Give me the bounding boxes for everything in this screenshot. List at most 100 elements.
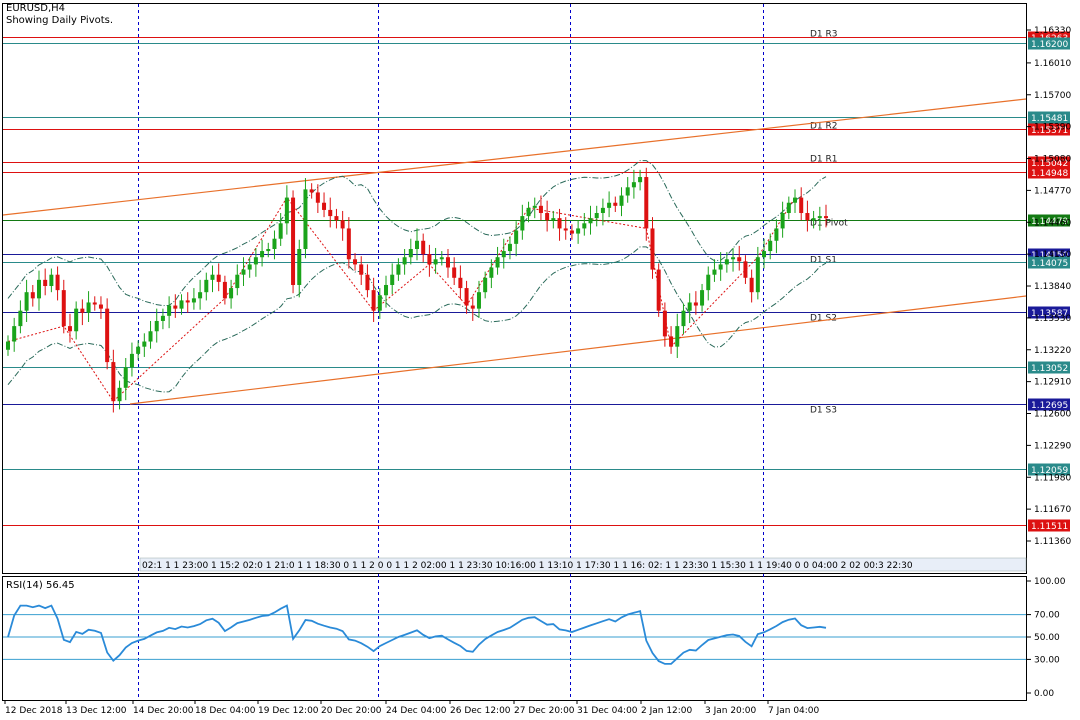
trend-channel <box>2 98 1027 405</box>
price-axis: 1.16330 1.16010 1.15700 1.15390 1.15080 1.147… <box>1027 26 1071 547</box>
candle-body <box>607 202 612 208</box>
candle-body <box>253 257 258 265</box>
candle-body <box>427 254 432 265</box>
candle-body <box>557 218 562 229</box>
candle-body <box>278 223 283 239</box>
candle-body <box>805 213 810 221</box>
candle-body <box>43 279 48 287</box>
candle-body <box>824 216 828 219</box>
candle-body <box>123 367 128 388</box>
candle-body <box>309 189 314 193</box>
candle-body <box>749 277 754 293</box>
period-separators <box>138 4 764 700</box>
candle-body <box>359 264 364 275</box>
candle-body <box>551 218 556 221</box>
level-label: D1 S2 <box>810 314 837 324</box>
candle-body <box>638 177 643 183</box>
candle-body <box>222 281 227 299</box>
candle-body <box>353 259 358 265</box>
price-tick-label: 1.15080 <box>1034 155 1071 165</box>
time-tick-label: 2 Jan 12:00 <box>641 706 693 716</box>
candle-body <box>514 230 519 244</box>
candle-body <box>433 259 438 265</box>
level-price: 1.15371 <box>1031 126 1068 136</box>
candle-body <box>576 228 581 234</box>
candle-body <box>105 308 110 363</box>
rsi-label: RSI(14) 56.45 <box>6 580 75 591</box>
candle-body <box>67 326 72 332</box>
price-tick-label: 1.13840 <box>1034 282 1071 292</box>
level-label: D1 R1 <box>810 155 838 165</box>
candle-body <box>384 284 389 296</box>
candle-body <box>80 308 85 313</box>
candle-body <box>365 274 370 291</box>
price-tick-label: 1.12600 <box>1034 410 1071 420</box>
time-tick-label: 20 Dec 20:00 <box>321 706 382 716</box>
candle-body <box>30 292 35 299</box>
price-tick-label: 1.15700 <box>1034 91 1071 101</box>
candle-body <box>371 290 376 311</box>
session-strip: 02:1 1 1 23:00 1 15:2 02:0 1 21:0 1 1 18… <box>142 561 913 571</box>
time-tick-label: 31 Dec 04:00 <box>577 706 638 716</box>
candle-body <box>160 315 165 321</box>
candle-body <box>377 295 382 311</box>
rsi-tick-label: 50.00 <box>1034 633 1060 643</box>
candle-body <box>55 274 60 291</box>
price-tick-label: 1.12910 <box>1034 378 1071 388</box>
candle-body <box>92 302 97 305</box>
candle-body <box>563 228 568 231</box>
candle-body <box>619 195 624 206</box>
price-tick-label: 1.16330 <box>1034 26 1071 36</box>
rsi-line <box>7 604 827 665</box>
candle-body <box>687 302 692 311</box>
candle-body <box>210 274 215 280</box>
candle-body <box>817 216 822 219</box>
candle-body <box>755 257 760 293</box>
level-price: 1.12695 <box>1031 401 1068 411</box>
candle-body <box>452 267 457 278</box>
candle-body <box>6 341 10 350</box>
rsi-tick-label: 30.00 <box>1034 655 1060 665</box>
candle-body <box>198 292 203 299</box>
candle-body <box>303 189 308 249</box>
candle-body <box>61 290 66 327</box>
candle-body <box>613 202 618 206</box>
candle-body <box>501 251 506 258</box>
level-price: 1.13587 <box>1031 309 1068 319</box>
level-price: 1.15042 <box>1031 159 1068 169</box>
candle-body <box>774 228 779 241</box>
candle-body <box>49 274 54 287</box>
candle-body <box>681 310 686 327</box>
rsi-tick-label: 70.00 <box>1034 611 1060 621</box>
candle-body <box>470 305 475 309</box>
candle-body <box>662 310 667 337</box>
candle-body <box>582 223 587 229</box>
rsi-panel: 100.00 70.00 50.00 30.00 0.00 <box>3 577 1066 699</box>
candle-body <box>483 277 488 293</box>
level-price-tag <box>1028 519 1070 532</box>
price-tick-label: 1.11980 <box>1034 473 1071 483</box>
candle-body <box>12 326 17 342</box>
candle-body <box>538 205 543 214</box>
candle-body <box>495 257 500 268</box>
candle-body <box>799 197 804 214</box>
candle-body <box>631 182 636 188</box>
rsi-frame <box>2 576 1027 701</box>
time-tick-label: 24 Dec 04:00 <box>386 706 447 716</box>
price-tick-label: 1.15390 <box>1034 123 1071 133</box>
level-price: 1.14948 <box>1031 169 1068 179</box>
candle-body <box>322 202 327 210</box>
candle-body <box>588 218 593 224</box>
candle-body <box>594 213 599 219</box>
candle-body <box>111 362 116 402</box>
candle-body <box>445 257 450 268</box>
candle-body <box>18 310 23 327</box>
candle-body <box>693 302 698 306</box>
candle-body <box>600 207 605 214</box>
candle-body <box>136 346 141 354</box>
candle-body <box>340 220 345 229</box>
candle-body <box>780 213 785 229</box>
candle-body <box>297 249 302 285</box>
candle-body <box>229 288 234 299</box>
